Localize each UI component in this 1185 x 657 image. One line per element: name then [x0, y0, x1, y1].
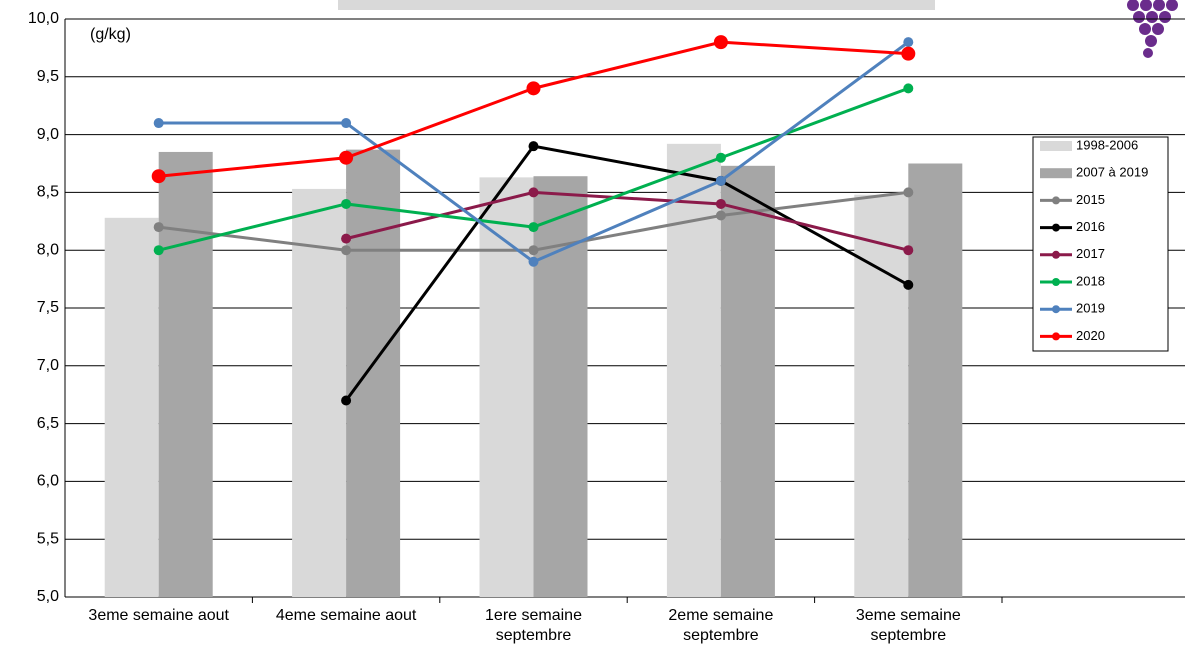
point — [715, 210, 726, 221]
point — [341, 118, 352, 129]
point — [528, 245, 539, 256]
point — [903, 37, 914, 48]
point — [715, 152, 726, 163]
legend-label: 2007 à 2019 — [1076, 165, 1148, 180]
point — [339, 150, 354, 165]
point — [151, 169, 166, 184]
x-tick-label: 3eme semaine septembre — [855, 607, 961, 644]
point — [153, 118, 164, 129]
grape-icon — [1127, 0, 1178, 58]
x-tick-label: 2eme semaine septembre — [668, 607, 774, 644]
legend-marker — [1052, 196, 1060, 205]
point — [715, 198, 726, 209]
bar — [533, 176, 588, 597]
y-tick-label: 7,5 — [37, 299, 59, 316]
point — [153, 222, 164, 233]
bar — [479, 177, 534, 597]
bar — [720, 165, 775, 597]
legend-label: 2017 — [1076, 246, 1105, 261]
legend-label: 2016 — [1076, 219, 1105, 234]
legend-marker — [1052, 305, 1060, 314]
point — [903, 279, 914, 290]
point — [901, 46, 916, 61]
point — [528, 141, 539, 152]
point — [903, 83, 914, 94]
x-tick-label: 4eme semaine aout — [275, 607, 417, 624]
point — [526, 81, 541, 96]
bar — [908, 163, 963, 597]
point — [341, 395, 352, 406]
point — [528, 222, 539, 233]
legend-marker — [1052, 250, 1060, 259]
y-tick-label: 6,5 — [37, 415, 59, 432]
bar — [854, 194, 909, 597]
line — [344, 144, 910, 402]
point — [715, 175, 726, 186]
point — [903, 187, 914, 198]
unit-annotation: (g/kg) — [90, 26, 131, 43]
y-tick-label: 9,0 — [37, 126, 59, 143]
title-placeholder — [338, 0, 935, 10]
bar — [292, 188, 347, 597]
point — [341, 233, 352, 244]
point — [528, 187, 539, 198]
point — [153, 245, 164, 256]
bar — [104, 217, 159, 597]
x-tick-label: 1ere semaine septembre — [485, 607, 582, 644]
y-tick-label: 5,0 — [37, 588, 59, 605]
legend-swatch — [1040, 141, 1072, 151]
legend-label: 1998-2006 — [1076, 137, 1138, 152]
y-tick-label: 10,0 — [28, 10, 59, 27]
legend-label: 2015 — [1076, 192, 1105, 207]
legend-swatch — [1040, 168, 1072, 179]
y-tick-label: 9,5 — [37, 68, 59, 85]
y-tick-label: 8,0 — [37, 241, 59, 258]
legend-marker — [1052, 332, 1060, 341]
bar — [666, 143, 721, 597]
legend-label: 2020 — [1076, 328, 1105, 343]
legend-label: 2019 — [1076, 301, 1105, 316]
line — [158, 40, 909, 178]
point — [341, 245, 352, 256]
point — [528, 256, 539, 267]
legend-marker — [1052, 223, 1060, 232]
point — [903, 245, 914, 256]
legend-label: 2018 — [1076, 273, 1105, 288]
point — [341, 198, 352, 209]
x-tick-label: 3eme semaine aout — [88, 607, 229, 624]
legend-marker — [1052, 278, 1060, 286]
point — [713, 35, 728, 50]
y-tick-label: 5,5 — [37, 530, 59, 547]
y-tick-label: 7,0 — [37, 357, 59, 374]
bar — [346, 149, 401, 598]
bar — [158, 151, 213, 597]
y-tick-label: 6,0 — [37, 473, 59, 490]
y-tick-label: 8,5 — [37, 184, 59, 201]
